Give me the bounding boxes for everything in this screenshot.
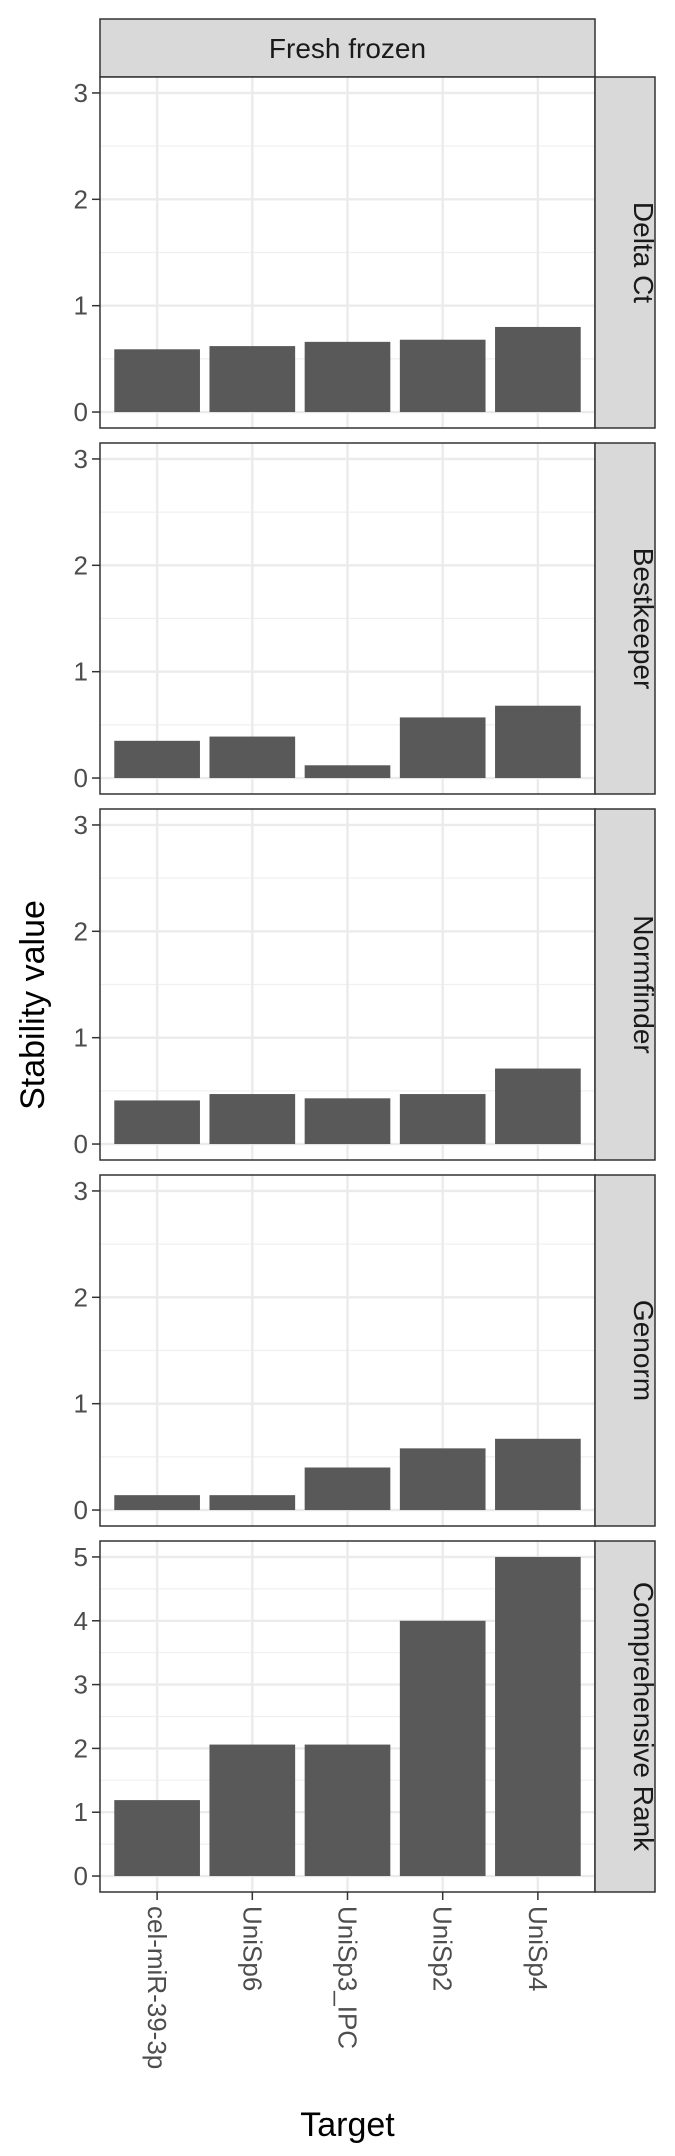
y-tick-label: 0	[74, 397, 88, 427]
y-tick-label: 1	[74, 291, 88, 321]
y-tick-label: 0	[74, 1861, 88, 1891]
y-tick-label: 0	[74, 1495, 88, 1525]
x-tick-label: UniSp4	[523, 1906, 553, 1991]
y-tick-label: 2	[74, 550, 88, 580]
facet-strip-label: Bestkeeper	[628, 548, 659, 690]
y-tick-label: 0	[74, 1129, 88, 1159]
bar	[304, 1467, 391, 1511]
bar	[399, 339, 486, 413]
bar	[114, 740, 200, 779]
bar	[495, 705, 581, 779]
y-tick-label: 3	[74, 444, 88, 474]
y-tick-label: 3	[74, 1176, 88, 1206]
bar	[399, 1620, 486, 1877]
bar	[495, 1556, 581, 1877]
x-tick-label: cel-miR-39-3p	[142, 1906, 172, 2069]
y-tick-label: 3	[74, 78, 88, 108]
bar	[114, 1800, 200, 1877]
column-strip-label: Fresh frozen	[269, 33, 426, 64]
panel-comprehensive-rank: 0 1 2 3 4 5 Comprehensive Rank	[74, 1540, 659, 1893]
facet-strip	[594, 76, 656, 429]
y-tick-label: 5	[74, 1542, 88, 1572]
facet-strip	[594, 1174, 656, 1527]
bar	[304, 1744, 391, 1877]
y-tick-label: 0	[74, 763, 88, 793]
y-tick-label: 2	[74, 1282, 88, 1312]
x-tick-label: UniSp3_IPC	[333, 1906, 363, 2049]
bar	[209, 1744, 296, 1877]
bar	[209, 1495, 296, 1511]
bar	[304, 1098, 391, 1145]
bar	[304, 765, 391, 779]
y-axis-title: Stability value	[14, 900, 52, 1110]
bar	[399, 1094, 486, 1145]
bar	[304, 341, 391, 413]
y-tick-label: 3	[74, 810, 88, 840]
facet-strip	[594, 808, 656, 1161]
x-tick-label: UniSp6	[237, 1906, 267, 1991]
bar	[495, 1068, 581, 1145]
panel-bestkeeper: 0 1 2 3 Bestkeeper	[74, 442, 659, 795]
x-tick-label: UniSp2	[428, 1906, 458, 1991]
bar	[209, 1094, 296, 1145]
facet-strip	[594, 1540, 656, 1893]
bar	[399, 717, 486, 779]
y-tick-label: 1	[74, 1797, 88, 1827]
column-strip: Fresh frozen	[99, 18, 596, 78]
column-strip-box	[99, 18, 596, 78]
y-tick-label: 2	[74, 1733, 88, 1763]
facet-strip-label: Comprehensive Rank	[628, 1582, 659, 1852]
bar	[114, 1100, 200, 1145]
panel-genorm: 0 1 2 3 Genorm	[74, 1174, 659, 1527]
bar	[114, 349, 200, 413]
facet-strip-label: Delta Ct	[628, 202, 659, 303]
y-tick-label: 1	[74, 657, 88, 687]
panel-normfinder: 0 1 2 3 Normfinder	[74, 808, 659, 1161]
bar	[114, 1495, 200, 1511]
bar	[399, 1448, 486, 1511]
y-tick-label: 1	[74, 1023, 88, 1053]
facet-strip-label: Genorm	[628, 1300, 659, 1401]
x-axis: cel-miR-39-3p UniSp6 UniSp3_IPC UniSp2 UniSp…	[142, 1892, 553, 2069]
bar	[209, 736, 296, 779]
x-axis-title: Target	[300, 2106, 395, 2144]
y-tick-label: 2	[74, 916, 88, 946]
bar	[495, 326, 581, 413]
panel-delta-ct: 0 1 2 3 Delta Ct	[74, 76, 659, 429]
y-tick-label: 2	[74, 184, 88, 214]
bar	[209, 346, 296, 413]
y-tick-label: 1	[74, 1389, 88, 1419]
y-tick-label: 4	[74, 1606, 88, 1636]
bar	[495, 1438, 581, 1511]
y-tick-label: 3	[74, 1670, 88, 1700]
facet-strip-label: Normfinder	[628, 915, 659, 1053]
panels: 0 1 2 3 Delta Ct 0 1 2 3 Bestkeeper 0 1 2 3 Normfinder…	[74, 76, 659, 1893]
facet-strip	[594, 442, 656, 795]
